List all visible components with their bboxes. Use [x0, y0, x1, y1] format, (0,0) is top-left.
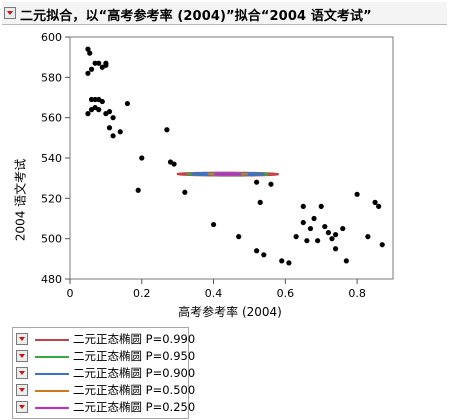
data-point — [300, 203, 306, 209]
data-point — [85, 70, 91, 76]
data-point — [325, 230, 331, 236]
disclosure-triangle-icon[interactable] — [4, 7, 16, 19]
data-point — [92, 60, 98, 66]
data-point — [110, 133, 116, 139]
legend-swatch — [35, 407, 69, 409]
disclosure-triangle-icon[interactable] — [16, 333, 28, 345]
data-point — [311, 215, 317, 222]
report-title: 二元拟合，以“高考参考率 (2004)”拟合“2004 语文考试” — [20, 9, 372, 24]
y-tick-label: 540 — [41, 152, 62, 165]
data-point — [124, 100, 131, 107]
data-point — [300, 219, 306, 226]
legend-item-p990[interactable]: 二元正态椭圆 P=0.990 — [13, 331, 195, 347]
data-point — [379, 242, 385, 248]
legend-item-p900[interactable]: 二元正态椭圆 P=0.900 — [13, 365, 195, 381]
data-point — [340, 225, 346, 232]
data-point — [279, 258, 285, 264]
data-point — [171, 161, 177, 167]
data-point — [354, 191, 360, 197]
x-axis-label: 高考参考率 (2004) — [178, 305, 282, 319]
data-point — [332, 232, 339, 238]
data-point — [236, 234, 242, 240]
data-point — [293, 234, 299, 240]
report-title-bar: 二元拟合，以“高考参考率 (2004)”拟合“2004 语文考试” — [2, 2, 447, 25]
legend-swatch — [35, 373, 69, 375]
x-tick-label: 0.6 — [277, 287, 295, 300]
data-point — [254, 248, 260, 254]
plot-frame — [69, 36, 394, 280]
data-point — [182, 189, 188, 195]
legend-swatch — [35, 390, 69, 392]
data-point — [254, 179, 260, 185]
data-point — [139, 155, 145, 161]
data-point — [85, 46, 91, 52]
y-axis-label: 2004 语文考试 — [13, 158, 28, 242]
density-ellipse-4 — [213, 172, 242, 176]
y-tick-label: 600 — [41, 31, 62, 44]
data-point — [96, 60, 102, 66]
data-point — [376, 203, 382, 209]
disclosure-triangle-icon[interactable] — [16, 384, 28, 396]
data-point — [210, 221, 217, 228]
legend-swatch — [35, 356, 69, 358]
disclosure-triangle-icon[interactable] — [16, 401, 28, 413]
y-tick-label: 580 — [41, 71, 62, 84]
x-tick-label: 0.4 — [205, 287, 223, 300]
x-tick-label: 0.8 — [348, 287, 366, 300]
data-point — [164, 127, 170, 133]
legend-item-p500[interactable]: 二元正态椭圆 P=0.500 — [13, 382, 195, 398]
legend-label: 二元正态椭圆 P=0.990 — [73, 332, 196, 346]
legend-label: 二元正态椭圆 P=0.250 — [73, 400, 196, 414]
legend-swatch — [35, 339, 69, 341]
legend: 二元正态椭圆 P=0.990 二元正态椭圆 P=0.950 二元正态椭圆 P=0… — [12, 327, 195, 419]
data-point — [322, 223, 328, 230]
data-point — [365, 234, 371, 240]
data-point — [318, 203, 324, 209]
y-tick-label: 560 — [41, 112, 62, 125]
data-point — [304, 238, 310, 244]
data-point — [106, 109, 113, 115]
data-point — [87, 50, 93, 56]
data-point — [332, 246, 339, 252]
data-point — [135, 187, 141, 193]
data-point — [106, 125, 113, 131]
data-point — [307, 225, 314, 232]
data-point — [92, 96, 98, 103]
data-point — [315, 238, 321, 244]
data-point — [329, 236, 335, 242]
data-point — [110, 115, 116, 121]
scatter-plot: 0 0.2 0.4 0.6 0.8 480 500 520 540 560 580 600 — [41, 31, 394, 300]
data-point — [257, 199, 263, 205]
legend-label: 二元正态椭圆 P=0.900 — [73, 366, 196, 380]
data-point — [117, 129, 123, 135]
data-point — [343, 258, 349, 264]
data-point — [99, 98, 105, 105]
legend-label: 二元正态椭圆 P=0.950 — [73, 349, 196, 363]
y-tick-label: 500 — [41, 233, 62, 246]
disclosure-triangle-icon[interactable] — [16, 367, 28, 379]
legend-item-p950[interactable]: 二元正态椭圆 P=0.950 — [13, 348, 195, 364]
data-point — [96, 107, 102, 113]
data-point — [286, 260, 292, 266]
plot-area — [85, 46, 385, 266]
data-point — [261, 252, 267, 258]
data-point — [88, 96, 95, 103]
data-point — [372, 199, 378, 205]
data-point — [85, 111, 91, 117]
data-point — [268, 181, 274, 187]
data-point — [103, 62, 109, 68]
y-tick-label: 520 — [41, 192, 62, 205]
x-tick-label: 0.2 — [133, 287, 151, 300]
legend-label: 二元正态椭圆 P=0.500 — [73, 383, 196, 397]
disclosure-triangle-icon[interactable] — [16, 350, 28, 362]
x-tick-label: 0 — [67, 287, 74, 300]
data-point — [88, 66, 95, 72]
y-tick-label: 480 — [41, 273, 62, 286]
legend-item-p250[interactable]: 二元正态椭圆 P=0.250 — [13, 399, 195, 415]
